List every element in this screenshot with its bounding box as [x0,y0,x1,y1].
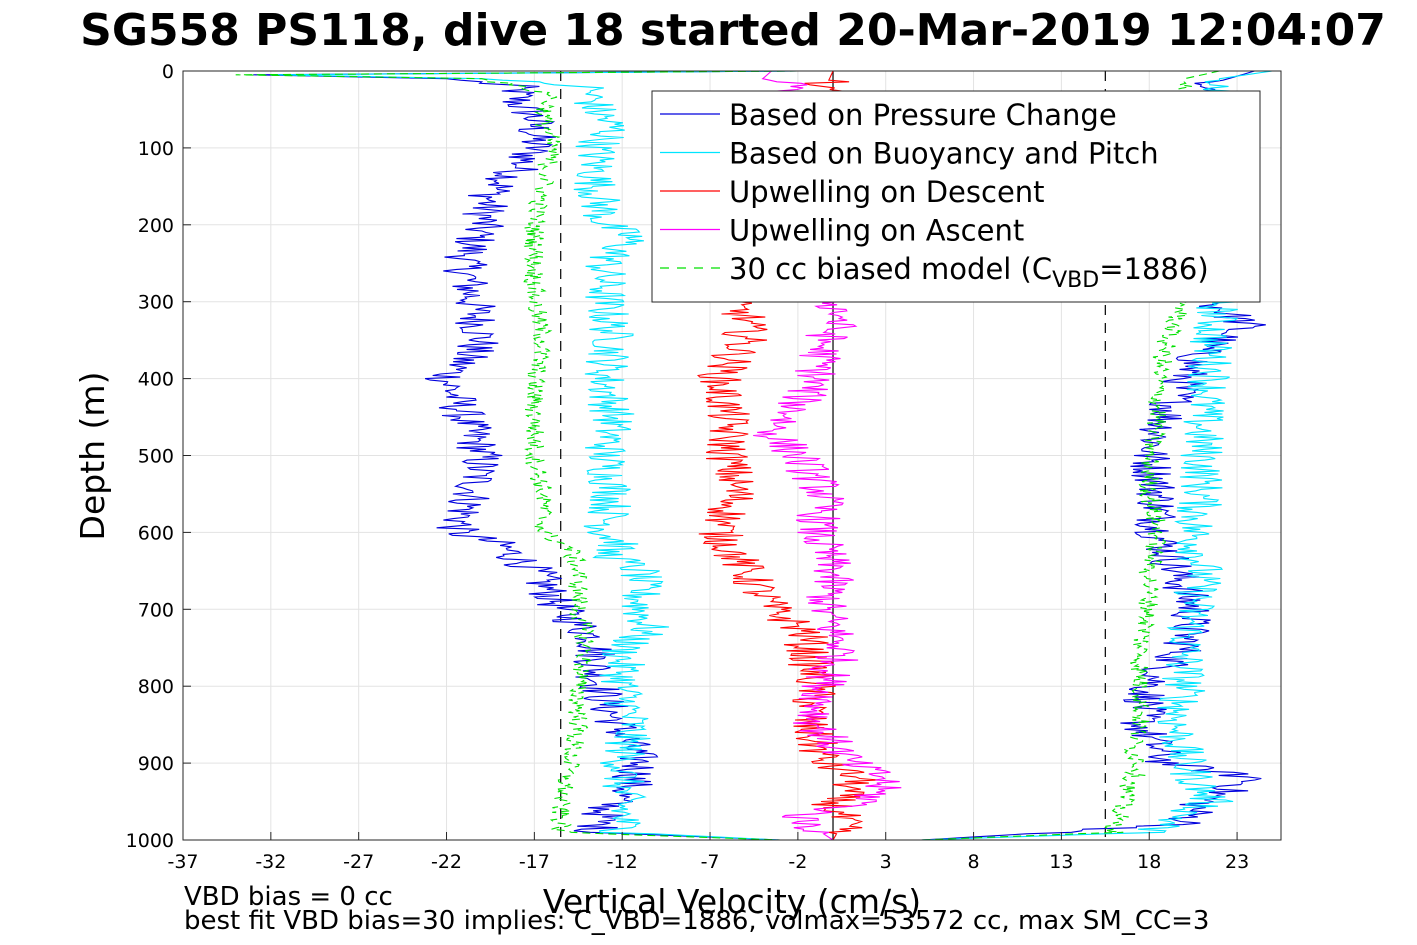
legend-label: Based on Pressure Change [729,98,1117,132]
x-axis-label: Vertical Velocity (cm/s) [543,882,921,921]
series-line-2 [270,70,798,841]
legend-label: Based on Buoyancy and Pitch [729,137,1159,171]
footnote-best-fit: best fit VBD bias=30 implies: C_VBD=1886… [184,906,1209,936]
x-tick-label: -27 [343,851,374,873]
y-tick-label: 100 [138,138,174,160]
x-tick-label: 18 [1137,851,1161,873]
x-tick-label: -12 [607,851,638,873]
x-tick-label: 23 [1225,851,1249,873]
y-tick-label: 800 [138,676,174,698]
y-tick-label: 0 [162,61,174,83]
y-axis-label: Depth (m) [73,372,112,541]
x-tick-label: -7 [701,851,720,873]
x-tick-label: -22 [431,851,462,873]
x-tick-label: -2 [788,851,807,873]
x-tick-label: 13 [1049,851,1073,873]
y-tick-label: 600 [138,522,174,544]
y-tick-label: 500 [138,446,174,468]
legend-label: Upwelling on Ascent [729,214,1024,248]
y-tick-label: 700 [138,599,174,621]
y-tick-label: 900 [138,753,174,775]
x-tick-label: -32 [255,851,286,873]
footnote-vbd-bias: VBD bias = 0 cc [184,882,393,912]
y-tick-label: 200 [138,215,174,237]
y-tick-label: 400 [138,369,174,391]
chart-title: SG558 PS118, dive 18 started 20-Mar-2019… [80,5,1386,56]
y-tick-label: 300 [138,292,174,314]
legend-label: Upwelling on Descent [729,175,1045,209]
y-ticks: 0 100 200 300 400 500 600 700 800 900 1000 [126,61,191,852]
x-tick-label: -17 [519,851,550,873]
y-tick-label: 1000 [126,830,174,852]
legend-label: 30 cc biased model (CVBD=1886) [729,252,1209,293]
legend: Based on Pressure Change Based on Buoyanc… [651,90,1261,303]
x-tick-label: 8 [968,851,980,873]
legend-box [651,90,1261,303]
x-tick-label: 3 [880,851,892,873]
series-line-0 [253,70,798,841]
x-ticks: -37 -32 -27 -22 -17 -12 -7 -2 3 8 13 18 23 [167,832,1249,873]
series-line-6 [235,70,798,841]
x-tick-label: -37 [167,851,198,873]
